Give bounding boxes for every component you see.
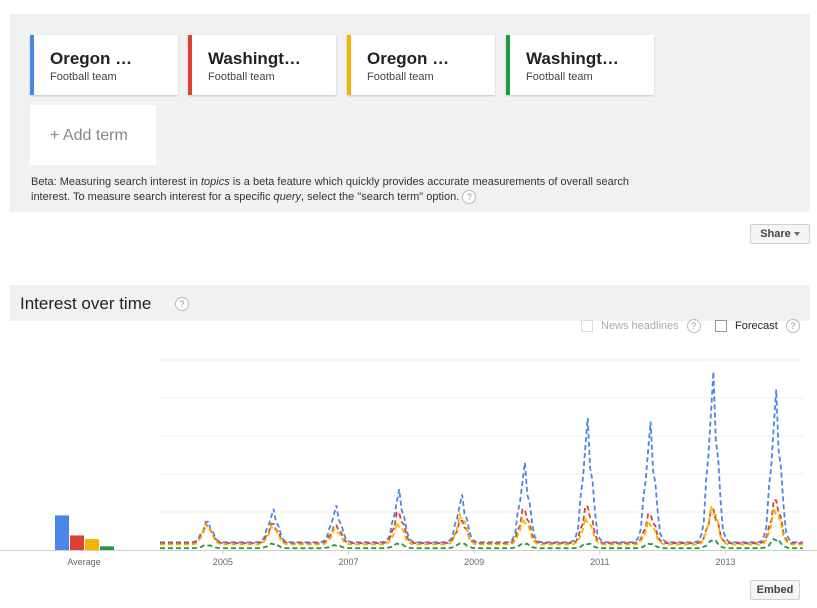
x-tick-label: 2013 <box>715 557 735 567</box>
beta-note-text-3: , select the "search term" option. <box>301 191 460 203</box>
series-line <box>160 537 803 550</box>
help-icon[interactable]: ? <box>175 297 189 311</box>
term-card-3[interactable]: Oregon … Football team <box>347 35 495 95</box>
average-bar <box>55 515 69 550</box>
average-bar <box>70 535 84 550</box>
beta-note-text-1: Beta: Measuring search interest in <box>31 176 201 188</box>
average-bar <box>85 539 99 550</box>
x-tick-label: 2011 <box>590 557 609 567</box>
beta-note-text-2: is a beta feature which quickly provides… <box>31 176 629 203</box>
interest-chart: Average 2005 2007 2009 2011 2013 <box>0 359 817 567</box>
terms-panel: Oregon … Football team Washingt… Footbal… <box>10 14 810 212</box>
x-axis-ticks: 2005 2007 2009 2011 2013 <box>213 550 735 567</box>
share-button[interactable]: Share <box>750 224 810 244</box>
embed-label: Embed <box>756 584 794 596</box>
add-term-button[interactable]: + Add term <box>30 105 156 165</box>
term-type: Football team <box>367 71 434 83</box>
term-card-2[interactable]: Washingt… Football team <box>188 35 336 95</box>
term-color-bar <box>30 35 34 95</box>
share-label: Share <box>760 228 791 240</box>
series-line <box>160 371 803 544</box>
beta-note: Beta: Measuring search interest in topic… <box>31 175 651 205</box>
series-line <box>160 498 803 545</box>
term-name: Washingt… <box>526 49 619 68</box>
chart-grid <box>0 359 817 551</box>
forecast-option[interactable]: Forecast ? <box>715 319 800 333</box>
term-type: Football team <box>50 71 117 83</box>
term-color-bar <box>188 35 192 95</box>
interest-over-time-header: Interest over time ? <box>10 285 810 321</box>
forecast-checkbox[interactable] <box>715 320 727 332</box>
news-headlines-option: News headlines ? <box>581 319 701 333</box>
help-icon[interactable]: ? <box>462 190 477 205</box>
beta-note-topics: topics <box>200 176 230 188</box>
term-type: Football team <box>526 71 593 83</box>
news-headlines-checkbox <box>581 320 593 332</box>
chevron-down-icon <box>793 232 800 237</box>
term-name: Oregon … <box>367 49 450 68</box>
term-card-4[interactable]: Washingt… Football team <box>506 35 654 95</box>
term-color-bar <box>506 35 510 95</box>
help-icon[interactable]: ? <box>785 319 800 333</box>
chart-lines <box>160 371 803 550</box>
term-name: Oregon … <box>50 49 133 68</box>
x-tick-label: 2009 <box>464 557 484 567</box>
term-color-bar <box>347 35 351 95</box>
embed-button[interactable]: Embed <box>750 580 800 600</box>
series-line <box>160 505 803 546</box>
help-icon[interactable]: ? <box>686 319 701 333</box>
average-label: Average <box>67 557 100 567</box>
term-type: Football team <box>208 71 275 83</box>
average-bar <box>100 546 114 550</box>
term-name: Washingt… <box>208 49 301 68</box>
add-term-label: + Add term <box>50 127 128 144</box>
term-card-1[interactable]: Oregon … Football team <box>30 35 178 95</box>
section-title: Interest over time <box>20 294 152 313</box>
x-tick-label: 2005 <box>213 557 233 567</box>
beta-note-query: query <box>273 191 302 203</box>
news-headlines-label: News headlines <box>601 320 679 332</box>
forecast-label: Forecast <box>735 320 778 332</box>
average-bars: Average <box>55 515 114 567</box>
x-tick-label: 2007 <box>338 557 358 567</box>
